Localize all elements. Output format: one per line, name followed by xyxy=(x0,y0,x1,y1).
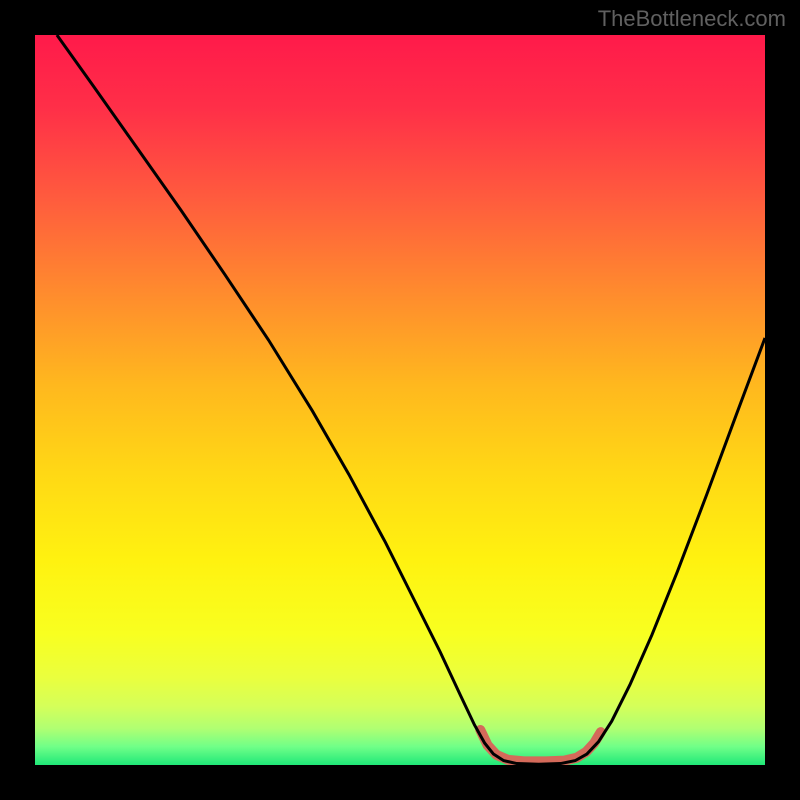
bottleneck-curve xyxy=(57,35,765,764)
watermark-text: TheBottleneck.com xyxy=(598,6,786,32)
chart-plot-area xyxy=(35,35,765,765)
chart-curve-layer xyxy=(35,35,765,765)
